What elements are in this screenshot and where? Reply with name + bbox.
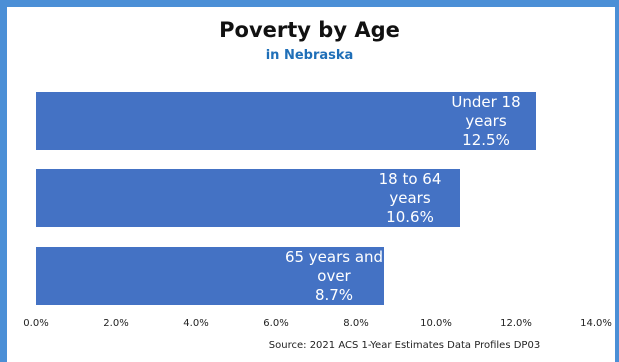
bar-1	[36, 169, 460, 227]
bar-category-label-1-0: 18 to 64	[379, 170, 442, 188]
x-tick-label: 14.0%	[580, 318, 612, 329]
x-tick-label: 6.0%	[263, 318, 288, 329]
bar-category-label-0-0: Under 18	[451, 93, 520, 111]
x-tick-label: 12.0%	[500, 318, 532, 329]
bar-value-label-2: 8.7%	[315, 286, 353, 304]
bar-0	[36, 92, 536, 150]
bar-category-label-2-1: over	[317, 267, 351, 285]
bar-category-label-2-0: 65 years and	[285, 248, 383, 266]
x-tick-label: 0.0%	[23, 318, 48, 329]
x-tick-label: 10.0%	[420, 318, 452, 329]
bar-2	[36, 247, 384, 305]
x-tick-label: 8.0%	[343, 318, 368, 329]
chart-source: Source: 2021 ACS 1-Year Estimates Data P…	[268, 340, 541, 351]
bar-category-label-1-1: years	[389, 189, 430, 207]
x-tick-label: 2.0%	[103, 318, 128, 329]
chart-title: Poverty by Age	[219, 18, 400, 42]
chart-subtitle: in Nebraska	[265, 48, 354, 63]
bar-category-label-0-1: years	[465, 112, 506, 130]
x-tick-label: 4.0%	[183, 318, 208, 329]
bar-value-label-1: 10.6%	[386, 208, 434, 226]
bar-value-label-0: 12.5%	[462, 131, 510, 149]
